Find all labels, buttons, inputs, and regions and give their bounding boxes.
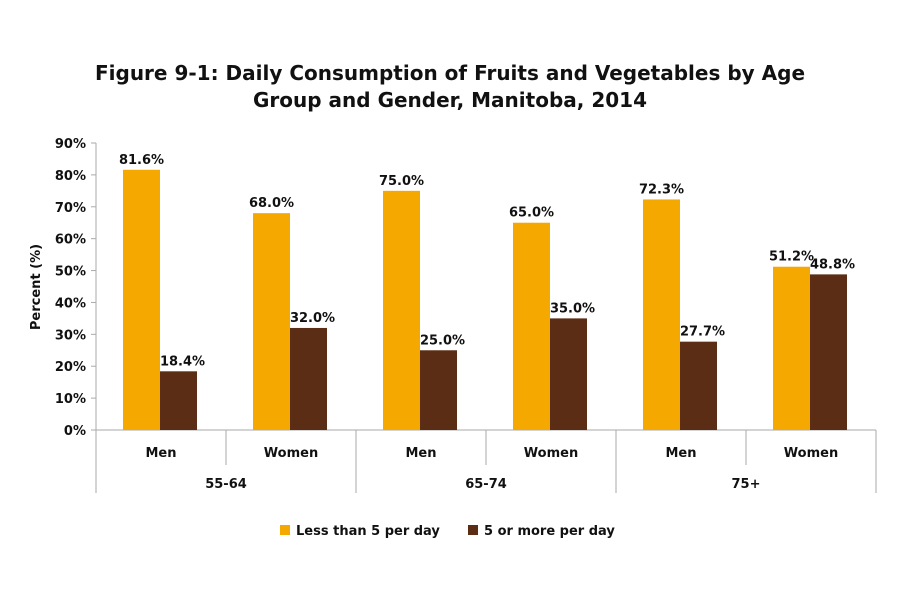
x-category-label: Women (784, 446, 838, 461)
data-label: 72.3% (639, 182, 684, 197)
x-category-label: Men (405, 446, 436, 461)
y-tick-label: 90% (55, 137, 86, 152)
x-category-label: Women (264, 446, 318, 461)
bar (383, 190, 420, 430)
x-group-label: 55-64 (205, 477, 247, 492)
x-category-label: Men (145, 446, 176, 461)
bar (810, 274, 847, 430)
data-label: 25.0% (420, 333, 465, 348)
legend-swatch (468, 525, 478, 535)
y-tick-label: 0% (64, 424, 86, 439)
bar (290, 327, 327, 430)
data-label: 65.0% (509, 206, 554, 221)
data-label: 51.2% (769, 250, 814, 265)
chart-title-line-2: Group and Gender, Manitoba, 2014 (253, 88, 647, 112)
bar (160, 371, 197, 430)
y-tick-label: 80% (55, 169, 86, 184)
chart-title: Figure 9-1: Daily Consumption of Fruits … (0, 60, 900, 114)
chart-title-line-1: Figure 9-1: Daily Consumption of Fruits … (94, 61, 806, 85)
legend-label: Less than 5 per day (296, 524, 440, 539)
bar (643, 199, 680, 430)
bar (773, 266, 810, 430)
bar (123, 169, 160, 430)
data-label: 48.8% (810, 257, 855, 272)
y-tick-label: 20% (55, 360, 86, 375)
data-label: 27.7% (680, 325, 725, 340)
x-group-label: 65-74 (465, 477, 507, 492)
data-label: 68.0% (249, 196, 294, 211)
y-tick-label: 40% (55, 296, 86, 311)
y-tick-label: 30% (55, 328, 86, 343)
data-label: 32.0% (290, 311, 335, 326)
data-label: 35.0% (550, 301, 595, 316)
bar (420, 350, 457, 430)
y-axis-label: Percent (%) (29, 244, 44, 330)
bar (513, 222, 550, 430)
legend-swatch (280, 525, 290, 535)
y-tick-label: 10% (55, 392, 86, 407)
x-category-label: Women (524, 446, 578, 461)
x-category-label: Men (665, 446, 696, 461)
data-label: 18.4% (160, 354, 205, 369)
y-tick-label: 50% (55, 265, 86, 280)
bar (680, 341, 717, 430)
x-group-label: 75+ (732, 477, 761, 492)
data-label: 81.6% (119, 153, 164, 168)
data-label: 75.0% (379, 174, 424, 189)
legend-label: 5 or more per day (484, 524, 615, 539)
bar (253, 213, 290, 430)
y-tick-label: 70% (55, 201, 86, 216)
bar (550, 318, 587, 430)
y-tick-label: 60% (55, 233, 86, 248)
